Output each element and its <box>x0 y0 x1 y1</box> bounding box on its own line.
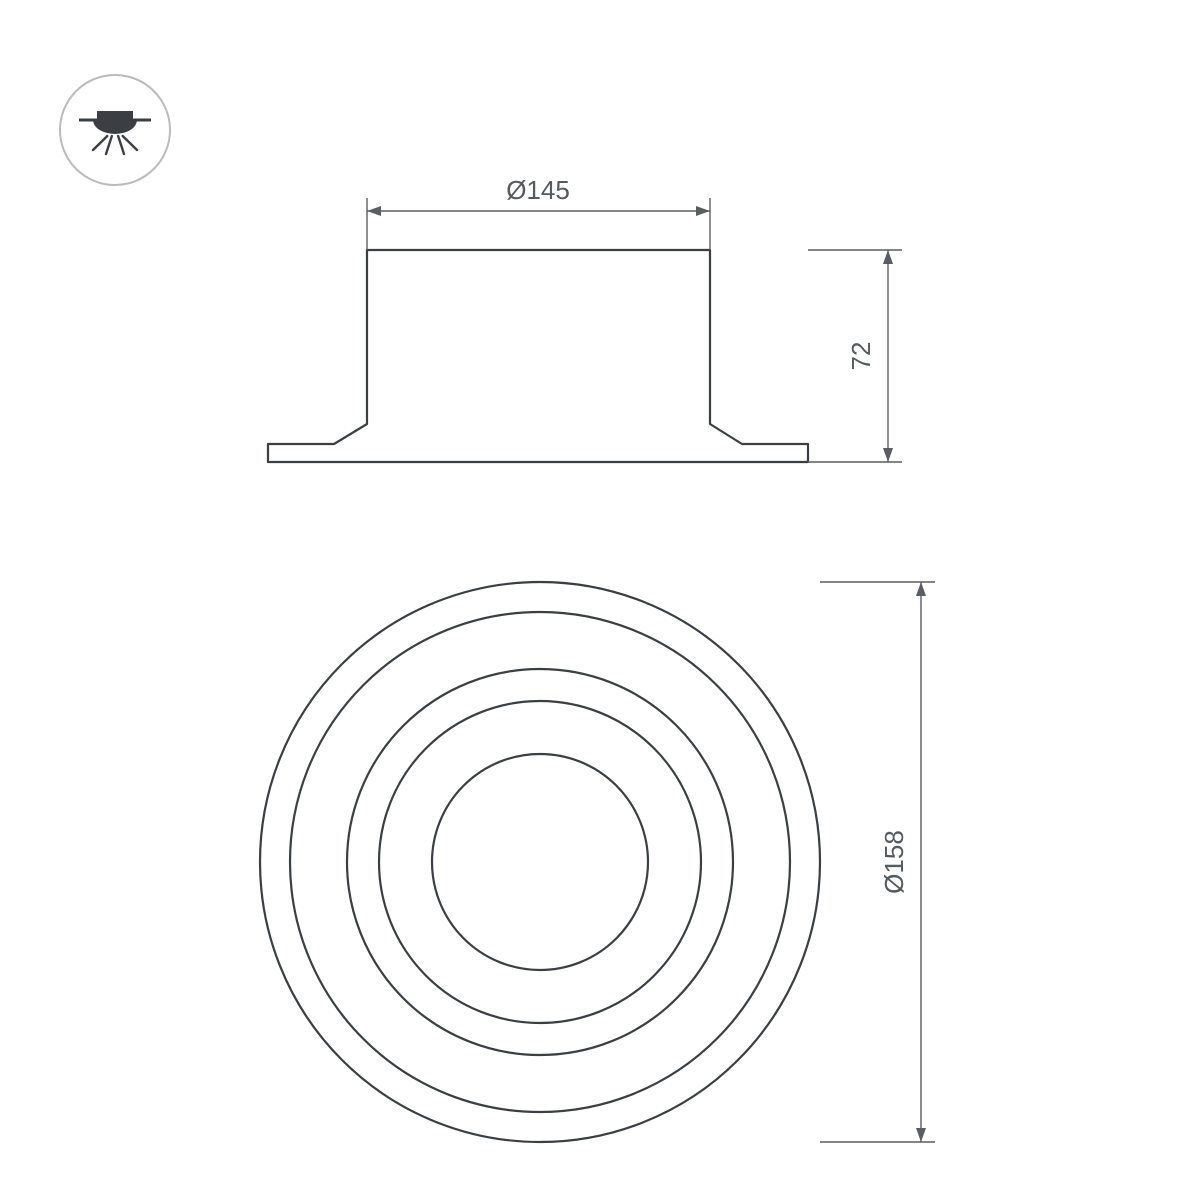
elevation-view: Ø145 72 <box>268 175 902 462</box>
dim-label-diameter-plan: Ø158 <box>879 830 909 894</box>
downlight-icon <box>60 75 170 185</box>
plan-view: Ø158 <box>260 582 935 1142</box>
dim-label-height: 72 <box>846 342 876 371</box>
dim-label-diameter-top: Ø145 <box>506 175 570 205</box>
